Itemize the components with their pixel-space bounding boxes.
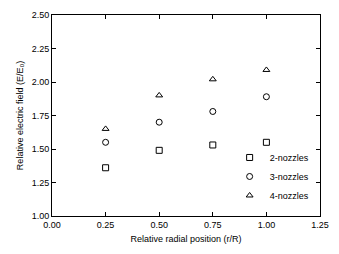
svg-text:1.00: 1.00: [32, 211, 50, 221]
svg-text:1.50: 1.50: [32, 144, 50, 154]
svg-text:0.50: 0.50: [150, 220, 168, 230]
svg-text:2.00: 2.00: [32, 77, 50, 87]
svg-text:4-nozzles: 4-nozzles: [270, 191, 309, 201]
svg-text:1.25: 1.25: [311, 220, 329, 230]
svg-text:2.25: 2.25: [32, 44, 50, 54]
svg-text:1.00: 1.00: [258, 220, 276, 230]
svg-text:1.25: 1.25: [32, 178, 50, 188]
svg-text:1.75: 1.75: [32, 111, 50, 121]
svg-text:2-nozzles: 2-nozzles: [270, 153, 309, 163]
svg-text:3-nozzles: 3-nozzles: [270, 172, 309, 182]
svg-text:2.50: 2.50: [32, 10, 50, 20]
svg-text:Relative radial position (r/R): Relative radial position (r/R): [130, 234, 241, 244]
svg-text:Relative electric field (E/E₀): Relative electric field (E/E₀): [15, 61, 25, 170]
svg-text:0.25: 0.25: [97, 220, 115, 230]
svg-text:0.75: 0.75: [204, 220, 222, 230]
svg-text:0.00: 0.00: [43, 220, 61, 230]
